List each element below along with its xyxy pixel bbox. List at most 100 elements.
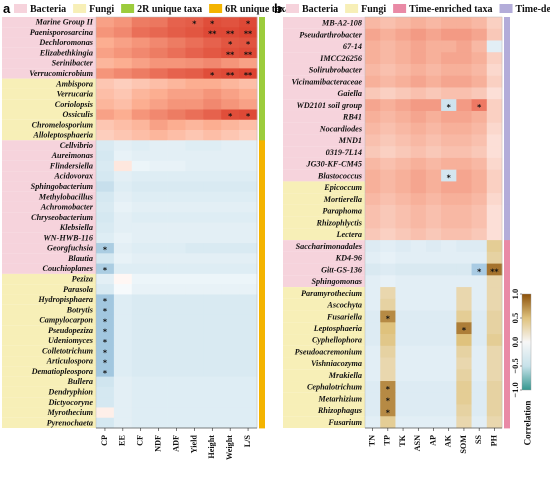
heatmap-cell — [239, 253, 258, 264]
heatmap-cell — [471, 216, 488, 229]
heatmap-cell — [167, 356, 186, 367]
heatmap-cell — [410, 157, 427, 171]
heatmap-cell — [380, 157, 396, 171]
row-label-bg — [283, 146, 365, 158]
heatmap-cell — [380, 298, 396, 311]
heatmap-cell — [425, 287, 442, 300]
row-label-bg — [2, 191, 96, 202]
row-label-bg — [283, 28, 365, 41]
row-label: Metarhizium — [317, 394, 362, 403]
group-bar-segment — [259, 37, 265, 49]
heatmap-cell — [221, 407, 240, 419]
heatmap-cell — [425, 40, 442, 53]
heatmap-cell — [167, 27, 186, 38]
heatmap-cell — [131, 325, 151, 336]
heatmap-cell — [203, 314, 222, 326]
column-label: PH — [489, 434, 498, 446]
group-bar-segment — [259, 356, 265, 367]
row-label: Fusariella — [326, 312, 362, 321]
heatmap-cell — [486, 99, 503, 112]
heatmap-cell — [96, 243, 115, 254]
heatmap-cell — [441, 17, 457, 30]
heatmap-cell — [441, 404, 457, 417]
heatmap-cell — [365, 52, 381, 65]
heatmap-cell — [441, 381, 457, 394]
group-bar-segment — [504, 110, 510, 124]
heatmap-cell — [471, 157, 488, 171]
row-label-bg — [2, 119, 96, 131]
heatmap-cell — [395, 334, 412, 347]
heatmap-cell — [441, 228, 457, 241]
heatmap-cell — [441, 146, 457, 159]
heatmap-cell — [365, 122, 381, 135]
heatmap-cell — [441, 28, 457, 41]
heatmap-cell — [221, 181, 240, 193]
group-bar-segment — [504, 52, 510, 65]
heatmap-cell — [456, 193, 472, 206]
heatmap-cell — [149, 171, 168, 182]
heatmap-cell — [149, 68, 168, 80]
heatmap-cell — [486, 287, 503, 300]
heatmap-cell — [486, 122, 503, 135]
heatmap-cell — [239, 273, 258, 285]
significance-star: * — [103, 246, 108, 255]
heatmap-cell — [456, 204, 472, 218]
row-label-bg — [283, 369, 365, 382]
group-bar-segment — [259, 325, 265, 336]
heatmap-cell — [96, 37, 115, 49]
heatmap-cell — [113, 201, 133, 213]
group-bar-segment — [259, 366, 265, 378]
heatmap-cell — [131, 356, 151, 367]
row-label-bg — [283, 334, 365, 346]
heatmap-cell — [96, 17, 115, 28]
heatmap-cell — [221, 99, 240, 110]
row-label: Campylocarpon — [39, 316, 93, 325]
row-label-bg — [283, 263, 365, 276]
heatmap-cell — [167, 99, 186, 110]
heatmap-cell — [203, 325, 222, 336]
heatmap-cell — [203, 335, 222, 347]
heatmap-cell — [425, 134, 442, 147]
heatmap-cell — [131, 397, 151, 408]
row-label: Paraphoma — [322, 207, 362, 216]
heatmap-cell — [441, 322, 457, 335]
heatmap-cell — [131, 407, 151, 419]
heatmap-cell — [96, 232, 115, 244]
heatmap-cell — [441, 251, 457, 264]
heatmap-cell — [239, 243, 258, 254]
heatmap-cell — [185, 191, 204, 203]
significance-star: * — [246, 19, 251, 28]
heatmap-cell — [486, 28, 503, 41]
heatmap-cell — [239, 140, 258, 151]
heatmap-cell — [149, 99, 168, 110]
heatmap-cell — [395, 122, 412, 135]
heatmap-cell — [221, 304, 240, 316]
heatmap-cell — [113, 99, 133, 110]
group-bar-segment — [259, 88, 265, 100]
heatmap-cell — [239, 37, 258, 49]
heatmap-cell — [486, 216, 503, 229]
heatmap-cell — [410, 75, 427, 88]
group-bar-segment — [504, 334, 510, 347]
group-bar-segment — [504, 122, 510, 135]
heatmap-cell — [96, 201, 115, 213]
row-label-bg — [2, 171, 96, 182]
heatmap-cell — [456, 169, 472, 182]
heatmap-cell — [456, 416, 472, 429]
heatmap-cell — [456, 322, 472, 335]
group-bar-segment — [504, 275, 510, 288]
heatmap-cell — [149, 417, 168, 429]
heatmap-cell — [185, 397, 204, 408]
heatmap-cell — [96, 325, 115, 336]
heatmap-cell — [456, 251, 472, 264]
heatmap-cell — [239, 201, 258, 213]
group-bar-segment — [504, 193, 510, 206]
column-label: CF — [136, 435, 145, 446]
heatmap-cell — [239, 304, 258, 316]
row-label-bg — [283, 287, 365, 299]
row-label: Paramyrothecium — [301, 289, 362, 298]
heatmap-cell — [149, 356, 168, 367]
heatmap-cell — [486, 75, 503, 88]
heatmap-cell — [380, 40, 396, 53]
row-label-bg — [2, 109, 96, 120]
